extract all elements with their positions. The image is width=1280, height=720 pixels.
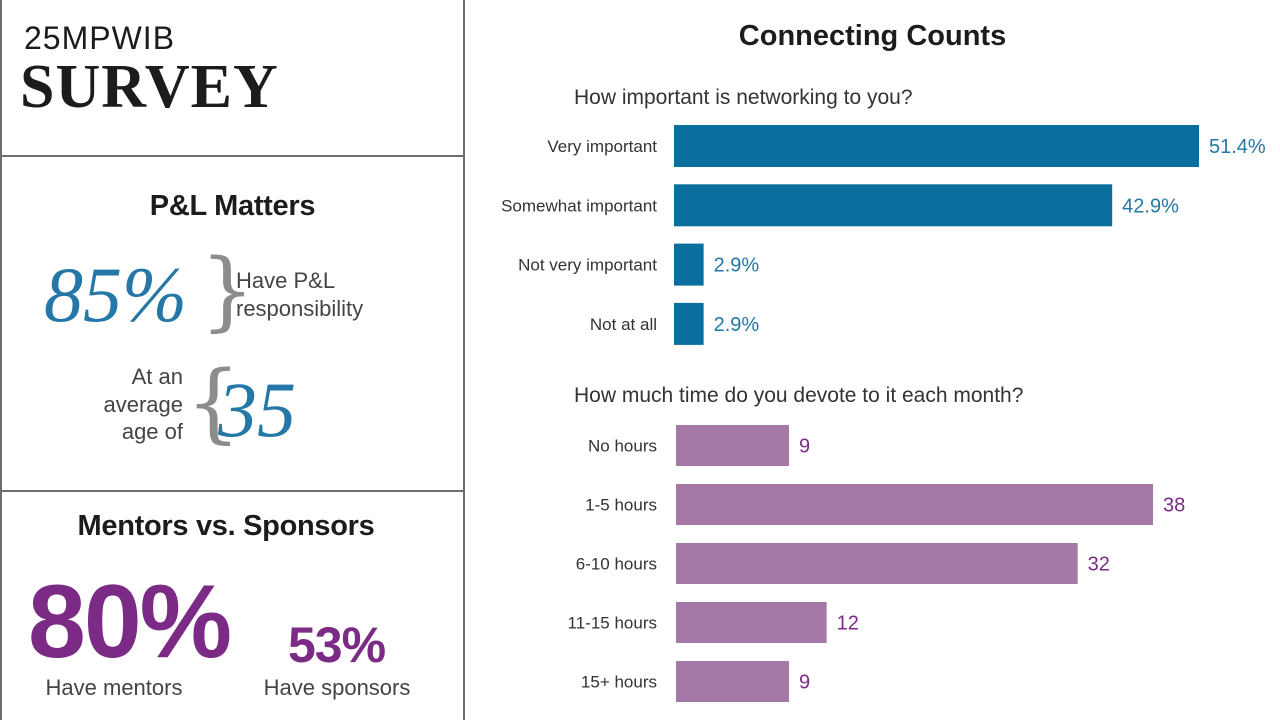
category-label: Not very important [518, 256, 657, 275]
value-label: 42.9% [1122, 195, 1179, 217]
value-label: 9 [799, 436, 810, 458]
mentors-label: Have mentors [45, 675, 183, 700]
value-label: 2.9% [714, 255, 760, 277]
bar-2-4 [676, 602, 827, 643]
category-label: Very important [547, 137, 657, 156]
mentors-percentage: 80% [28, 564, 232, 680]
bar-2-1 [676, 425, 789, 466]
average-age: 35 [218, 366, 296, 453]
bar-1-4 [674, 302, 704, 345]
chart-2-question: How much time do you devote to it each m… [574, 384, 1024, 407]
value-label: 2.9% [714, 314, 760, 336]
pl-percentage-label: Have P&L responsibility [236, 268, 364, 321]
value-label: 9 [799, 672, 810, 694]
category-label: Somewhat important [501, 196, 657, 215]
mentors-section-title: Mentors vs. Sponsors [77, 510, 375, 542]
left-brace-icon: { [186, 353, 241, 453]
sponsors-label: Have sponsors [263, 675, 411, 700]
brand-line-1: 25MPWIB [24, 20, 176, 56]
divider [0, 155, 465, 157]
bar-2-5 [676, 661, 789, 702]
category-label: 11-15 hours [568, 614, 657, 633]
chart-panel: Connecting Counts How important is netwo… [465, 0, 1280, 720]
category-label: Not at all [590, 315, 657, 334]
bar-1-1 [674, 125, 1199, 167]
bar-1-2 [674, 184, 1113, 227]
right-brace-icon: } [200, 241, 255, 341]
value-label: 12 [837, 613, 859, 635]
value-label: 32 [1088, 554, 1110, 576]
brand-survey-title: SURVEY [20, 53, 279, 121]
category-label: 1-5 hours [585, 496, 657, 515]
bar-1-3 [674, 243, 704, 286]
category-label: No hours [588, 437, 657, 456]
left-panel: 25MPWIB SURVEY [0, 0, 465, 720]
chart-title: Connecting Counts [738, 20, 1007, 52]
value-label: 51.4% [1209, 136, 1266, 158]
divider [0, 490, 465, 492]
bar-2-3 [676, 543, 1078, 584]
age-label: At an average age of [103, 364, 183, 444]
sponsors-percentage: 53% [288, 617, 386, 673]
category-label: 6-10 hours [576, 555, 657, 574]
chart-1-question: How important is networking to you? [574, 86, 913, 109]
pl-percentage: 85% [44, 251, 187, 338]
pl-section-title: P&L Matters [149, 190, 316, 222]
bar-2-2 [676, 484, 1153, 525]
value-label: 38 [1163, 495, 1185, 517]
category-label: 15+ hours [581, 673, 657, 692]
